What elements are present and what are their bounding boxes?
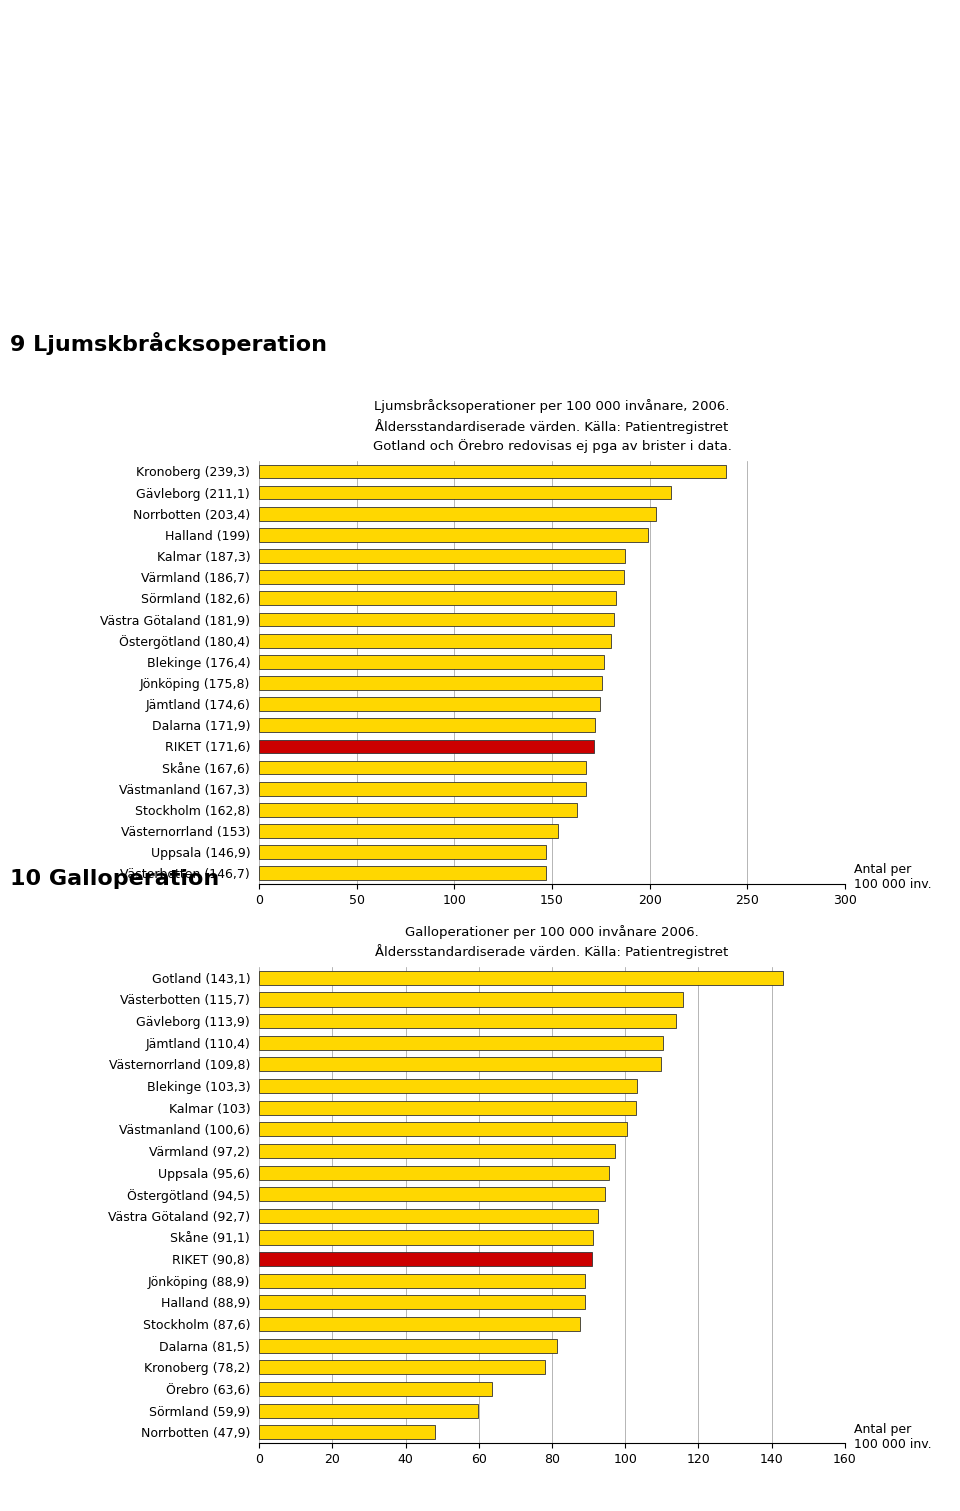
Bar — [259, 1188, 605, 1201]
Bar — [259, 866, 545, 881]
Bar — [259, 654, 604, 669]
Bar — [259, 1209, 598, 1222]
Text: Antal per
100 000 inv.: Antal per 100 000 inv. — [854, 1422, 932, 1451]
Bar — [259, 823, 558, 839]
Bar — [259, 1253, 591, 1266]
Bar — [259, 802, 577, 817]
Bar — [259, 485, 671, 500]
Bar — [259, 1100, 636, 1115]
Bar — [259, 760, 587, 775]
Bar — [259, 1144, 615, 1157]
Bar — [259, 1404, 478, 1417]
Bar — [259, 612, 614, 627]
Bar — [259, 1035, 663, 1050]
Bar — [259, 1230, 592, 1245]
Text: Antal per
100 000 inv.: Antal per 100 000 inv. — [854, 863, 932, 891]
Bar — [259, 1274, 585, 1287]
Bar — [259, 1425, 435, 1438]
Text: Galloperationer per 100 000 invånare 2006.
Åldersstandardiserade värden. Källa: : Galloperationer per 100 000 invånare 200… — [375, 925, 729, 959]
Bar — [259, 675, 602, 691]
Bar — [259, 570, 624, 585]
Bar — [259, 548, 625, 564]
Bar — [259, 1079, 637, 1092]
Bar — [259, 1383, 492, 1396]
Bar — [259, 1360, 545, 1375]
Bar — [259, 1295, 585, 1310]
Bar — [259, 1014, 676, 1027]
Bar — [259, 591, 615, 606]
Bar — [259, 1123, 628, 1136]
Text: Ljumsbråcksoperationer per 100 000 invånare, 2006.
Åldersstandardiserade värden.: Ljumsbråcksoperationer per 100 000 invån… — [372, 399, 732, 453]
Bar — [259, 1058, 661, 1071]
Bar — [259, 739, 594, 754]
Bar — [259, 781, 586, 796]
Text: 10 Galloperation: 10 Galloperation — [10, 869, 219, 888]
Bar — [259, 1339, 558, 1352]
Bar — [259, 464, 727, 479]
Bar — [259, 845, 546, 860]
Bar — [259, 506, 657, 521]
Bar — [259, 697, 600, 712]
Text: 9 Ljumskbråcksoperation: 9 Ljumskbråcksoperation — [10, 332, 326, 355]
Bar — [259, 1165, 609, 1180]
Bar — [259, 993, 683, 1006]
Bar — [259, 718, 595, 733]
Bar — [259, 633, 612, 648]
Bar — [259, 972, 783, 985]
Bar — [259, 1318, 580, 1331]
Bar — [259, 527, 648, 542]
